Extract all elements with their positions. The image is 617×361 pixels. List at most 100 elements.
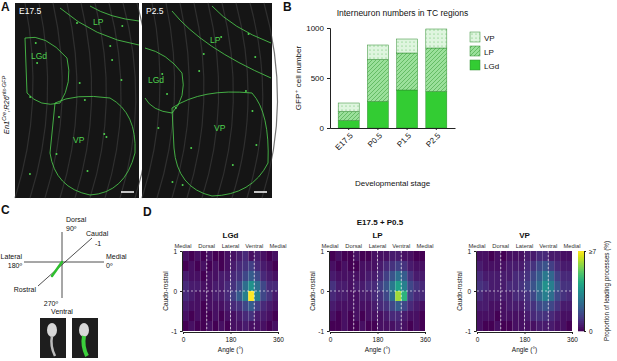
heatmap-cell: [519, 261, 525, 271]
region-label: LGd: [148, 75, 164, 85]
cell: [166, 93, 168, 95]
colorbar-strip: [578, 309, 584, 311]
heatmap-cell: [272, 261, 278, 271]
heatmap-cell: [354, 311, 360, 321]
tick-mark: [474, 291, 476, 292]
heatmap-cell: [266, 271, 272, 281]
heatmap-cell: [260, 291, 266, 301]
heatmap-cell: [554, 291, 560, 301]
tick-label: E17.5: [334, 131, 356, 153]
heatmap-cell: [507, 311, 513, 321]
cell: [251, 110, 253, 112]
heatmap-cell: [231, 271, 237, 281]
axis: E17.5P0.5P1.5P2.5: [331, 128, 456, 152]
divider: [548, 251, 549, 331]
heatmap-cell: [407, 281, 413, 291]
tick-label: 0: [320, 288, 324, 295]
heatmap-cell: [413, 251, 419, 261]
heatmap-cell: [360, 321, 366, 331]
divider: [477, 291, 572, 292]
heatmap-cell: [495, 281, 501, 291]
tick-label: 360: [273, 336, 284, 343]
cell: [182, 184, 184, 186]
heatmap-cell: [236, 311, 242, 321]
heatmap-cell: [401, 281, 407, 291]
heatmap-cell: [219, 271, 225, 281]
heatmap-cell: [378, 311, 384, 321]
heatmap-cell: [260, 301, 266, 311]
heatmap-cell: [525, 291, 531, 301]
heatmap-cell: [419, 281, 425, 291]
heatmap-cell: [189, 261, 195, 271]
heatmap-cell: [566, 291, 572, 301]
colorbar-strip: [578, 283, 584, 285]
heatmap-cell: [477, 301, 483, 311]
heatmap-cell: [189, 311, 195, 321]
heatmap-cell: [336, 251, 342, 261]
bar-segment: [338, 103, 359, 112]
heatmap-cell: [260, 251, 266, 261]
heatmap-cell: [354, 251, 360, 261]
heatmap-cell: [560, 321, 566, 331]
tick-mark: [327, 331, 329, 332]
colorbar-strip: [578, 315, 584, 317]
cell: [190, 147, 192, 149]
heatmap-cell: [213, 281, 219, 291]
heatmap-cell: [183, 271, 189, 281]
heatmap-cell: [560, 301, 566, 311]
heatmap-cell: [530, 321, 536, 331]
heatmap-cell: [330, 281, 336, 291]
tick-mark: [348, 128, 349, 130]
heatmap-cell: [378, 261, 384, 271]
heatmap-cell: [530, 291, 536, 301]
heatmap-cell: [272, 311, 278, 321]
heatmap-cell: [566, 261, 572, 271]
heatmap-cell: [366, 321, 372, 331]
heatmap-cell: [395, 281, 401, 291]
heatmap-cell: [525, 271, 531, 281]
heatmap-cell: [554, 271, 560, 281]
cell: [232, 164, 234, 166]
heatmap-cell: [348, 251, 354, 261]
heatmap-cell: [336, 311, 342, 321]
genotype-part: nls-GFP: [1, 76, 7, 97]
region-outline: [25, 37, 69, 104]
tick-mark: [231, 332, 232, 334]
tick: 180: [520, 332, 531, 343]
tick: 0: [584, 328, 593, 335]
heatmap-cell: [525, 251, 531, 261]
heatmap-cell: [231, 321, 237, 331]
tick: 360: [420, 332, 431, 343]
tick-mark: [425, 332, 426, 334]
heatmap-cell: [525, 301, 531, 311]
heatmap-cell: [242, 271, 248, 281]
heatmap-cell: [383, 321, 389, 331]
axis-line: [585, 252, 587, 332]
heatmap-cell: [483, 271, 489, 281]
heatmap-cell: [366, 301, 372, 311]
tick: 1: [320, 248, 329, 255]
tick: 1: [173, 248, 182, 255]
heatmap-cell: [195, 261, 201, 271]
heatmap-cell: [489, 301, 495, 311]
heatmap-cell: [207, 281, 213, 291]
heatmap-cell: [225, 301, 231, 311]
heatmap-cell: [225, 281, 231, 291]
colorbar-strip: [578, 321, 584, 323]
heatmap-cell: [183, 311, 189, 321]
colorbar-strip: [578, 251, 584, 253]
heatmap-cell: [201, 281, 207, 291]
bar-segment: [397, 90, 418, 128]
heatmap-cell: [548, 271, 554, 281]
direction-label: Dorsal: [492, 243, 509, 249]
heatmap-cell: [336, 321, 342, 331]
heatmap-cell: [183, 301, 189, 311]
heatmap-cell: [507, 251, 513, 261]
heatmap-cell: [483, 281, 489, 291]
heatmap-cell: [525, 311, 531, 321]
heatmap-cell: [242, 251, 248, 261]
tick-label: 1000: [306, 24, 324, 33]
image-background: [142, 3, 272, 198]
tick: 180: [226, 332, 237, 343]
heatmap-cell: [201, 261, 207, 271]
